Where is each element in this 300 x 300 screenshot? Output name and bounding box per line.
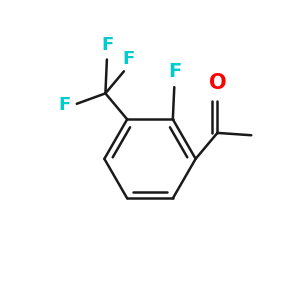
Text: F: F bbox=[168, 62, 182, 81]
Text: O: O bbox=[209, 74, 227, 93]
Text: F: F bbox=[58, 96, 71, 114]
Text: F: F bbox=[101, 36, 114, 54]
Text: F: F bbox=[122, 50, 134, 68]
